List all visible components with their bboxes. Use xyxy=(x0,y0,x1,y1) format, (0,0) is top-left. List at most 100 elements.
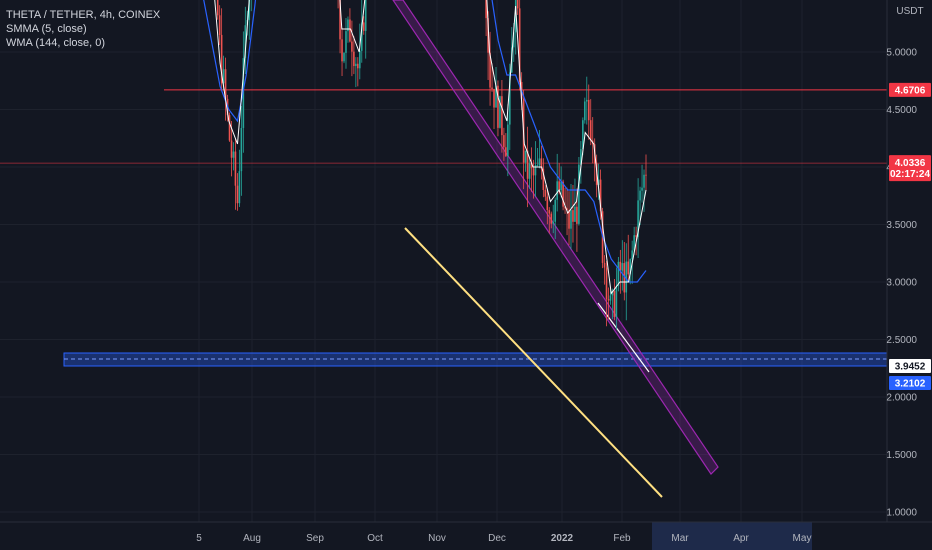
price-tags: 8.35516.94485.69494.67064.033602:17:243.… xyxy=(889,82,931,390)
candle-body xyxy=(645,174,647,176)
candle-body xyxy=(627,261,630,275)
candle-body xyxy=(230,140,233,158)
candle-body xyxy=(514,0,517,33)
candle-body xyxy=(623,263,626,293)
candle-body xyxy=(218,15,221,35)
candle-body xyxy=(512,32,515,48)
candle-body xyxy=(495,85,497,108)
chart-legend: THETA / TETHER, 4h, COINEX SMMA (5, clos… xyxy=(6,8,160,50)
smma-line xyxy=(214,0,647,295)
candle-body xyxy=(238,171,241,204)
x-tick-label: Dec xyxy=(488,533,506,544)
candle-body xyxy=(576,206,578,224)
candle-body xyxy=(236,185,239,204)
lower-trendline[interactable] xyxy=(404,227,663,498)
candle-body xyxy=(499,96,501,128)
candle-body xyxy=(224,69,227,99)
x-tick-label: Nov xyxy=(428,533,446,544)
candle-body xyxy=(574,206,576,222)
candle-body xyxy=(582,120,584,150)
candle-body xyxy=(503,135,505,148)
candle-body xyxy=(568,210,570,229)
y-tick-label: 5.0000 xyxy=(886,48,917,59)
candle-body xyxy=(532,168,535,176)
candle-body xyxy=(349,19,351,42)
symbol-title: THETA / TETHER, 4h, COINEX xyxy=(6,9,161,21)
x-tick-label: May xyxy=(793,533,812,544)
candle-body xyxy=(564,206,566,209)
candle-body xyxy=(554,199,557,222)
candle-body xyxy=(489,52,491,88)
candle-body xyxy=(220,34,223,84)
candle-body xyxy=(353,51,355,67)
candle-body xyxy=(487,18,489,53)
smma-legend[interactable]: SMMA (5, close) xyxy=(6,23,87,35)
support-zone xyxy=(63,352,888,367)
candle-body xyxy=(516,0,519,9)
candle-body xyxy=(629,259,632,275)
x-tick-label: Mar xyxy=(671,533,689,544)
candle-body xyxy=(546,196,549,211)
current-price-text: 4.0336 xyxy=(895,158,926,169)
candle-body xyxy=(585,99,588,102)
x-tick-label: 2022 xyxy=(551,533,574,544)
candle-body xyxy=(572,210,574,222)
y-tick-label: 4.5000 xyxy=(886,105,917,116)
candle-body xyxy=(528,163,531,179)
candle-body xyxy=(641,187,643,191)
candle-body xyxy=(560,181,562,191)
candle-body xyxy=(613,291,616,317)
support-price-tag[interactable] xyxy=(889,376,931,390)
crosshair-price-tag[interactable] xyxy=(889,359,931,373)
candle-body xyxy=(643,174,645,188)
candle-body xyxy=(631,250,633,260)
wma-line xyxy=(203,0,647,283)
candle-body xyxy=(607,299,610,301)
candle-body xyxy=(234,151,237,186)
candle-body xyxy=(360,22,363,51)
candle-body xyxy=(578,164,580,224)
y-tick-label: 1.0000 xyxy=(886,508,917,519)
x-tick-label: Aug xyxy=(243,533,261,544)
x-tick-label: Oct xyxy=(367,533,383,544)
candle-body xyxy=(589,120,592,141)
candle-body xyxy=(228,115,231,141)
level-price-tag-text: 4.6706 xyxy=(895,85,926,96)
candle-body xyxy=(615,285,618,317)
candle-body xyxy=(552,221,555,224)
y-tick-label: 2.0000 xyxy=(886,393,917,404)
crosshair-price-tag-text: 3.9452 xyxy=(895,362,926,373)
candle-body xyxy=(507,124,509,157)
candle-body xyxy=(603,262,606,268)
candle-body xyxy=(518,8,521,83)
candle-body xyxy=(524,150,527,163)
candle-body xyxy=(558,181,560,191)
wma-legend[interactable]: WMA (144, close, 0) xyxy=(6,37,106,49)
candle-body xyxy=(362,22,365,31)
candle-body xyxy=(534,165,537,176)
horizontal-levels xyxy=(0,89,887,164)
candle-body xyxy=(501,96,503,136)
candle-body xyxy=(609,295,612,301)
candle-body xyxy=(605,267,608,300)
time-axis-selection xyxy=(652,522,812,550)
candle-body xyxy=(357,63,359,69)
candle-body xyxy=(530,163,533,169)
candle-body xyxy=(597,179,600,185)
candle-body xyxy=(222,69,225,84)
candle-body xyxy=(562,181,564,207)
candle-body xyxy=(619,261,622,271)
x-tick-label: Sep xyxy=(306,533,324,544)
candle-body xyxy=(584,101,586,121)
y-tick-label: 3.5000 xyxy=(886,220,917,231)
candle-body xyxy=(635,235,637,237)
level-price-tag[interactable] xyxy=(889,82,931,97)
candle-body xyxy=(485,0,487,19)
candle-body xyxy=(248,0,251,21)
y-tick-label: 1.5000 xyxy=(886,450,917,461)
candle-body xyxy=(505,147,507,157)
support-zone-box xyxy=(63,352,888,367)
current-price-tag[interactable] xyxy=(889,155,931,182)
